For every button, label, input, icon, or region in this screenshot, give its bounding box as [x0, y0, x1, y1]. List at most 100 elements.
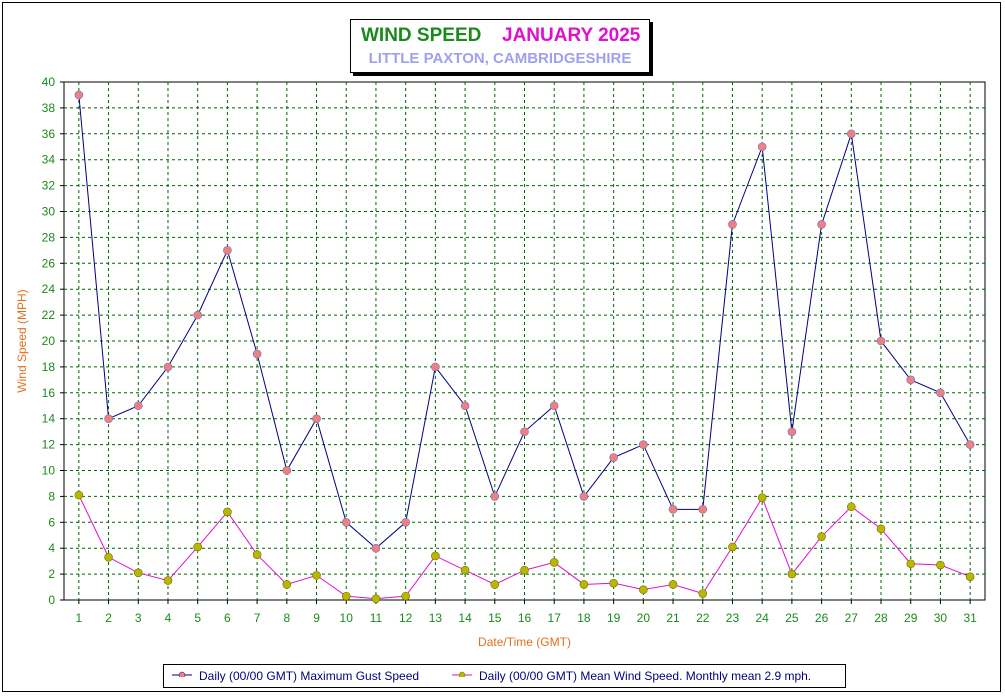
y-tick-label: 10: [42, 464, 56, 478]
y-tick-label: 38: [42, 101, 56, 115]
mean-point: [460, 565, 470, 575]
legend: Daily (00/00 GMT) Maximum Gust Speed Dai…: [163, 664, 846, 688]
y-tick-label: 16: [42, 386, 56, 400]
gust-point: [252, 349, 262, 359]
x-tick-label: 22: [696, 611, 710, 625]
gust-point: [906, 375, 916, 385]
mean-point: [876, 524, 886, 534]
mean-point: [757, 493, 767, 502]
legend-gust-symbol: [172, 671, 192, 677]
x-tick-label: 12: [399, 611, 413, 625]
mean-point: [847, 502, 856, 512]
y-tick-label: 20: [42, 334, 56, 348]
x-tick-label: 16: [518, 611, 532, 625]
mean-point: [817, 532, 826, 541]
y-tick-label: 8: [48, 489, 55, 503]
x-tick-label: 20: [637, 611, 651, 625]
x-tick-label: 17: [548, 611, 562, 625]
gust-point: [817, 220, 826, 229]
x-tick-label: 30: [934, 611, 948, 625]
mean-point: [401, 591, 410, 601]
gust-point: [965, 440, 975, 449]
y-tick-label: 12: [42, 438, 56, 452]
gust-point: [936, 388, 945, 398]
x-tick-label: 31: [963, 611, 977, 625]
x-tick-label: 26: [815, 611, 829, 625]
gust-point: [133, 401, 143, 411]
gust-point: [787, 427, 797, 436]
x-tick-label: 14: [458, 611, 472, 625]
mean-point: [698, 589, 708, 598]
x-axis-title: Date/Time (GMT): [478, 635, 571, 649]
mean-point: [520, 565, 529, 575]
x-tick-label: 19: [607, 611, 621, 625]
chart-subtitle: LITTLE PAXTON, CAMBRIDGESHIRE: [368, 50, 632, 67]
x-tick-label: 5: [194, 611, 201, 625]
chart-title-right: JANUARY 2025: [502, 25, 641, 46]
mean-point: [252, 550, 262, 559]
mean-point: [490, 580, 500, 589]
y-tick-label: 6: [48, 515, 55, 529]
mean-point: [787, 569, 797, 579]
mean-point: [906, 559, 916, 569]
x-tick-label: 4: [165, 611, 172, 625]
y-tick-label: 2: [48, 567, 55, 581]
y-tick-label: 18: [42, 360, 56, 374]
y-axis-title: Wind Speed (MPH): [15, 289, 29, 392]
y-tick-label: 22: [42, 308, 56, 322]
gust-point: [579, 492, 589, 501]
legend-gust-label: Daily (00/00 GMT) Maximum Gust Speed: [199, 669, 420, 683]
gust-point: [549, 401, 559, 411]
y-tick-label: 0: [48, 593, 55, 607]
mean-point: [936, 560, 945, 570]
gust-point: [609, 453, 618, 462]
y-tick-label: 34: [42, 153, 56, 167]
mean-point: [549, 558, 559, 567]
mean-point: [104, 552, 113, 562]
mean-point: [371, 594, 381, 604]
x-tick-label: 1: [76, 611, 83, 625]
y-tick-label: 40: [42, 75, 56, 89]
x-tick-label: 9: [313, 611, 320, 625]
gust-point: [520, 427, 529, 436]
legend-mean-symbol: [452, 671, 472, 677]
y-tick-label: 32: [42, 179, 56, 193]
x-tick-label: 28: [874, 611, 888, 625]
mean-point: [163, 576, 173, 585]
y-tick-label: 14: [42, 412, 56, 426]
y-tick-label: 24: [42, 282, 56, 296]
x-tick-label: 6: [224, 611, 231, 625]
title-box: WIND SPEED JANUARY 2025 LITTLE PAXTON, C…: [350, 19, 650, 73]
mean-point: [223, 507, 232, 517]
gust-point: [401, 517, 410, 527]
x-tick-label: 27: [845, 611, 859, 625]
gust-point: [847, 129, 856, 139]
gust-point: [668, 505, 678, 514]
mean-point: [639, 585, 648, 594]
gust-point: [341, 517, 351, 527]
gust-point: [223, 246, 232, 255]
y-tick-label: 30: [42, 205, 56, 219]
y-tick-label: 28: [42, 230, 56, 244]
gust-point: [282, 466, 292, 475]
gust-point: [490, 492, 500, 501]
gust-point: [431, 362, 440, 372]
x-tick-label: 7: [254, 611, 261, 625]
x-tick-label: 8: [283, 611, 290, 625]
mean-point: [668, 580, 678, 589]
x-tick-label: 18: [577, 611, 591, 625]
gust-point: [371, 543, 381, 553]
x-tick-label: 2: [105, 611, 112, 625]
mean-point: [193, 542, 202, 552]
gust-point: [698, 505, 708, 514]
mean-point: [728, 542, 737, 552]
gust-point: [193, 310, 202, 320]
mean-point: [609, 578, 618, 588]
x-tick-label: 24: [755, 611, 769, 625]
gust-point: [312, 414, 321, 424]
legend-mean-label: Daily (00/00 GMT) Mean Wind Speed. Month…: [479, 669, 812, 683]
mean-point: [431, 551, 440, 561]
x-tick-label: 25: [785, 611, 799, 625]
x-tick-label: 13: [429, 611, 443, 625]
